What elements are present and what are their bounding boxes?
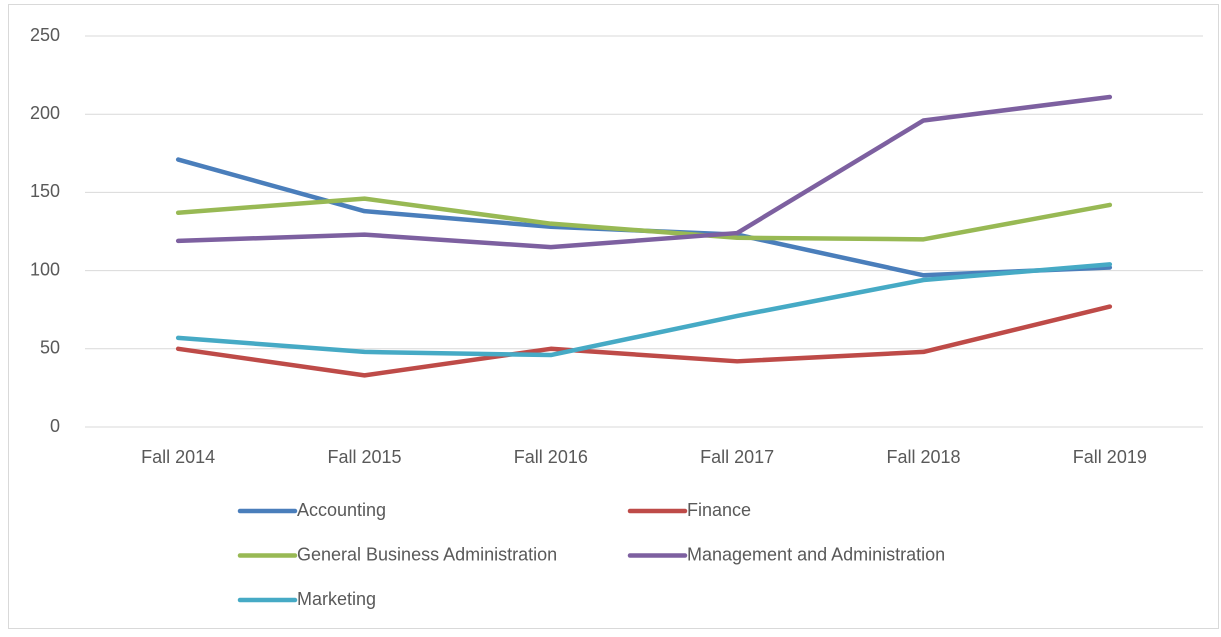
legend-label: Accounting (297, 500, 386, 520)
x-tick-label: Fall 2015 (327, 447, 401, 467)
x-tick-label: Fall 2016 (514, 447, 588, 467)
legend-label: General Business Administration (297, 544, 557, 564)
x-tick-label: Fall 2019 (1073, 447, 1147, 467)
series-line (175, 196, 1113, 242)
y-tick-label: 0 (50, 416, 60, 436)
legend-label: Management and Administration (687, 544, 945, 564)
series-line (175, 262, 1113, 358)
y-tick-label: 250 (30, 25, 60, 45)
x-tick-label: Fall 2014 (141, 447, 215, 467)
y-tick-label: 150 (30, 181, 60, 201)
x-tick-label: Fall 2018 (886, 447, 960, 467)
chart-border (8, 4, 1219, 629)
y-tick-label: 200 (30, 103, 60, 123)
y-tick-label: 100 (30, 259, 60, 279)
legend-label: Marketing (297, 589, 376, 609)
y-tick-label: 50 (40, 338, 60, 358)
legend-label: Finance (687, 500, 751, 520)
series-line (175, 304, 1113, 378)
series-line (175, 94, 1113, 250)
x-tick-label: Fall 2017 (700, 447, 774, 467)
